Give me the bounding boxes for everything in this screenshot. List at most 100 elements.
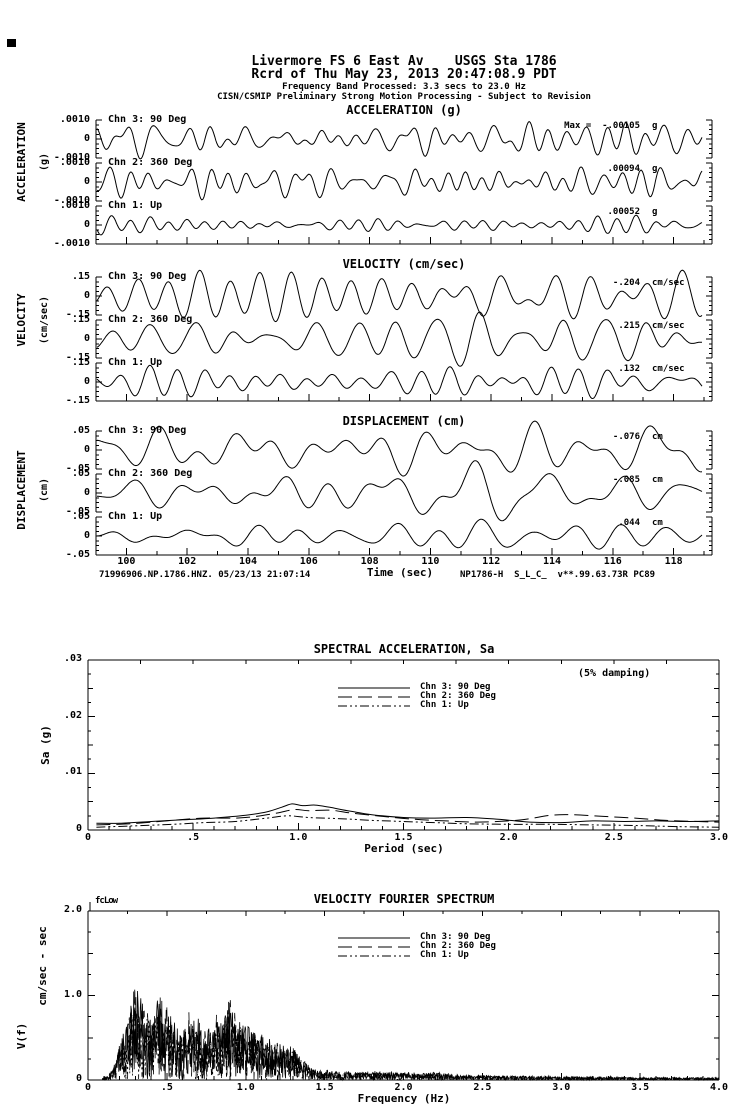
velocity-axis-label: VELOCITY: [15, 293, 29, 347]
time-tick-label: 116: [603, 556, 622, 567]
sa-tick-label: 0: [75, 823, 82, 834]
acceleration-axis-label: ACCELERATION: [15, 122, 29, 202]
scale-zero-label: 0: [83, 176, 90, 187]
sa-title: SPECTRAL ACCELERATION, Sa: [313, 642, 495, 656]
peak-value: Max = -.00105: [564, 121, 640, 131]
peak-unit: cm: [652, 475, 663, 485]
peak-unit: cm: [652, 518, 663, 528]
frequency-band-note: Frequency Band Processed: 3.3 secs to 23…: [282, 82, 526, 92]
fourier-ylabel-value: V(f): [15, 1022, 29, 1050]
peak-unit: g: [652, 207, 658, 217]
sa-tick-label: .02: [63, 709, 82, 721]
peak-value: -.085: [612, 475, 640, 485]
time-tick-label: 114: [542, 556, 562, 567]
peak-unit: g: [652, 121, 658, 131]
displacement-axis-label: DISPLACEMENT: [15, 450, 29, 530]
period-tick-label: 2.0: [499, 832, 518, 843]
vf-tick-label: 0: [75, 1073, 82, 1084]
legend-label: Chn 3: 90 Deg: [420, 932, 491, 942]
scale-zero-label: 0: [83, 333, 90, 344]
acceleration-title: ACCELERATION (g): [346, 103, 462, 117]
processing-footer: NP1786-H S_L_C_ v**.99.63.73R PC89: [460, 570, 656, 580]
scale-bottom-label: -.05: [65, 463, 90, 474]
velocity-title: VELOCITY (cm/sec): [342, 257, 466, 271]
channel-label: Chn 2: 360 Deg: [108, 468, 193, 479]
peak-unit: cm: [652, 432, 663, 442]
damping-note: (5% damping): [578, 668, 651, 679]
frequency-tick-label: 3.0: [552, 1082, 571, 1093]
scale-top-label: .15: [71, 357, 90, 368]
station-title: Livermore FS 6 East Av USGS Sta 1786: [251, 54, 557, 69]
legend-label: Chn 1: Up: [420, 700, 469, 710]
scale-bottom-label: -.0010: [53, 238, 90, 249]
frequency-tick-label: .5: [160, 1082, 173, 1093]
scale-top-label: .15: [71, 314, 90, 325]
scale-zero-label: 0: [83, 530, 90, 541]
channel-label: Chn 2: 360 Deg: [108, 314, 193, 325]
corner-mark: [7, 39, 16, 47]
period-tick-label: 1.5: [394, 832, 413, 843]
peak-value: .00094: [607, 164, 640, 174]
time-tick-label: 108: [360, 556, 379, 567]
scale-bottom-label: -.05: [65, 506, 90, 517]
legend-label: Chn 2: 360 Deg: [420, 941, 496, 951]
scale-bottom-label: -.0010: [53, 195, 90, 206]
scale-top-label: .05: [71, 425, 90, 436]
peak-value: .044: [618, 518, 640, 528]
frequency-xlabel: Frequency (Hz): [357, 1092, 451, 1105]
period-xlabel: Period (sec): [364, 842, 444, 855]
legend-label: Chn 3: 90 Deg: [420, 682, 491, 692]
legend-label: Chn 2: 360 Deg: [420, 691, 496, 701]
frequency-tick-label: 0: [84, 1082, 92, 1093]
fourier-title: VELOCITY FOURIER SPECTRUM: [313, 892, 495, 906]
channel-label: Chn 3: 90 Deg: [108, 271, 187, 282]
scale-top-label: .0010: [59, 200, 90, 211]
scale-zero-label: 0: [83, 219, 90, 230]
peak-value: .00052: [607, 207, 640, 217]
channel-label: Chn 1: Up: [108, 511, 163, 522]
peak-unit: cm/sec: [652, 321, 685, 331]
period-tick-label: 3.0: [709, 832, 729, 843]
time-tick-label: 112: [482, 556, 501, 567]
scale-top-label: .05: [71, 511, 90, 522]
time-xlabel: Time (sec): [366, 566, 434, 579]
channel-label: Chn 3: 90 Deg: [108, 114, 187, 125]
scale-bottom-label: -.15: [65, 395, 90, 406]
time-tick-label: 106: [299, 556, 318, 567]
frequency-tick-label: 3.5: [631, 1082, 650, 1093]
record-id-footer: 71996906.NP.1786.HNZ. 05/23/13 21:07:14: [99, 570, 311, 580]
scale-zero-label: 0: [83, 487, 90, 498]
peak-value: .215: [618, 321, 640, 331]
scale-bottom-label: -.0010: [53, 152, 90, 163]
sa-tick-label: .01: [63, 766, 82, 778]
time-tick-label: 104: [238, 556, 258, 567]
scale-bottom-label: -.15: [65, 352, 90, 363]
time-tick-label: 118: [664, 556, 683, 567]
fourier-ylabel-units: cm/sec - sec: [36, 926, 50, 1006]
acceleration-axis-units: (g): [38, 152, 50, 172]
displacement-title: DISPLACEMENT (cm): [342, 414, 466, 428]
fclow-annotation: fcLow: [95, 896, 118, 906]
scale-zero-label: 0: [83, 133, 90, 144]
channel-label: Chn 1: Up: [108, 357, 163, 368]
peak-value: .132: [618, 364, 640, 374]
peak-value: -.204: [612, 278, 640, 288]
frequency-tick-label: 4.0: [709, 1082, 729, 1093]
legend-label: Chn 1: Up: [420, 950, 469, 960]
period-tick-label: 1.0: [289, 832, 308, 843]
period-tick-label: 0: [84, 832, 92, 843]
time-tick-label: 110: [421, 556, 440, 567]
scale-top-label: .15: [71, 271, 90, 282]
channel-label: Chn 3: 90 Deg: [108, 425, 187, 436]
scale-bottom-label: -.15: [65, 309, 90, 320]
vf-tick-label: 1.0: [63, 988, 82, 1000]
frequency-tick-label: 2.0: [394, 1082, 413, 1093]
scale-bottom-label: -.05: [65, 549, 90, 560]
record-timestamp: Rcrd of Thu May 23, 2013 20:47:08.9 PDT: [251, 67, 557, 82]
scale-zero-label: 0: [83, 290, 90, 301]
scale-top-label: .0010: [59, 114, 90, 125]
period-tick-label: 2.5: [604, 832, 623, 843]
time-tick-label: 102: [178, 556, 197, 567]
sa-tick-label: .03: [63, 653, 82, 664]
